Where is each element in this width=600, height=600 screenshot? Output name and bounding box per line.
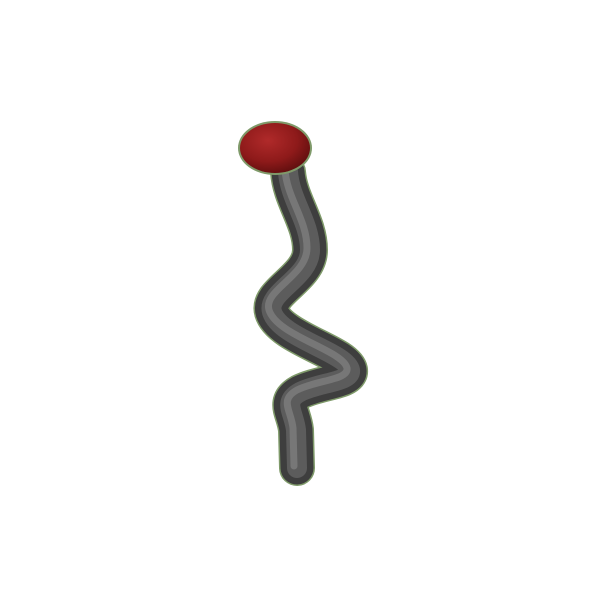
ball bbox=[240, 123, 310, 173]
tube-highlight bbox=[265, 166, 351, 470]
tube bbox=[253, 154, 368, 486]
